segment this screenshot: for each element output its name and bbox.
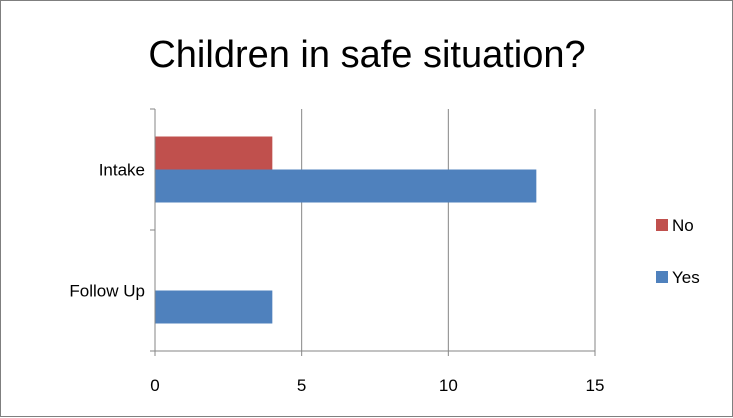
bar-no-intake: [155, 136, 273, 170]
x-tick-label-15: 15: [586, 376, 605, 395]
legend-swatch-yes: [656, 271, 668, 283]
bars: [155, 136, 537, 324]
legend-label-no: No: [672, 216, 694, 235]
chart-title: Children in safe situation?: [148, 34, 585, 76]
x-tick-label-10: 10: [439, 376, 458, 395]
axes: [150, 108, 596, 356]
legend: No Yes: [656, 216, 700, 287]
tick-labels: 0 5 10 15 Intake Follow Up: [69, 161, 604, 396]
y-tick-label-follow-up: Follow Up: [69, 282, 145, 301]
legend-label-yes: Yes: [672, 268, 700, 287]
gridlines: [301, 109, 596, 351]
bar-yes-intake: [155, 169, 537, 203]
bar-yes-follow-up: [155, 290, 273, 324]
legend-swatch-no: [656, 219, 668, 231]
x-tick-label-5: 5: [297, 376, 306, 395]
x-tick-label-0: 0: [150, 376, 159, 395]
y-tick-label-intake: Intake: [99, 161, 145, 180]
